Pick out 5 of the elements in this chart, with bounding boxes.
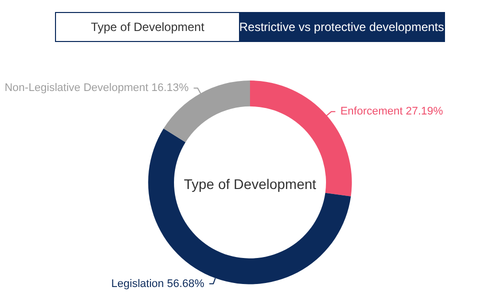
text: Type of Development [184, 176, 316, 192]
slice-label: Non-Legislative Development 16.13% [4, 82, 189, 94]
slice-label: Legislation 56.68% [111, 278, 204, 290]
tab-bar: Type of Development Restrictive vs protective developments [55, 12, 445, 42]
slice-label: Enforcement 27.19% [340, 106, 444, 118]
